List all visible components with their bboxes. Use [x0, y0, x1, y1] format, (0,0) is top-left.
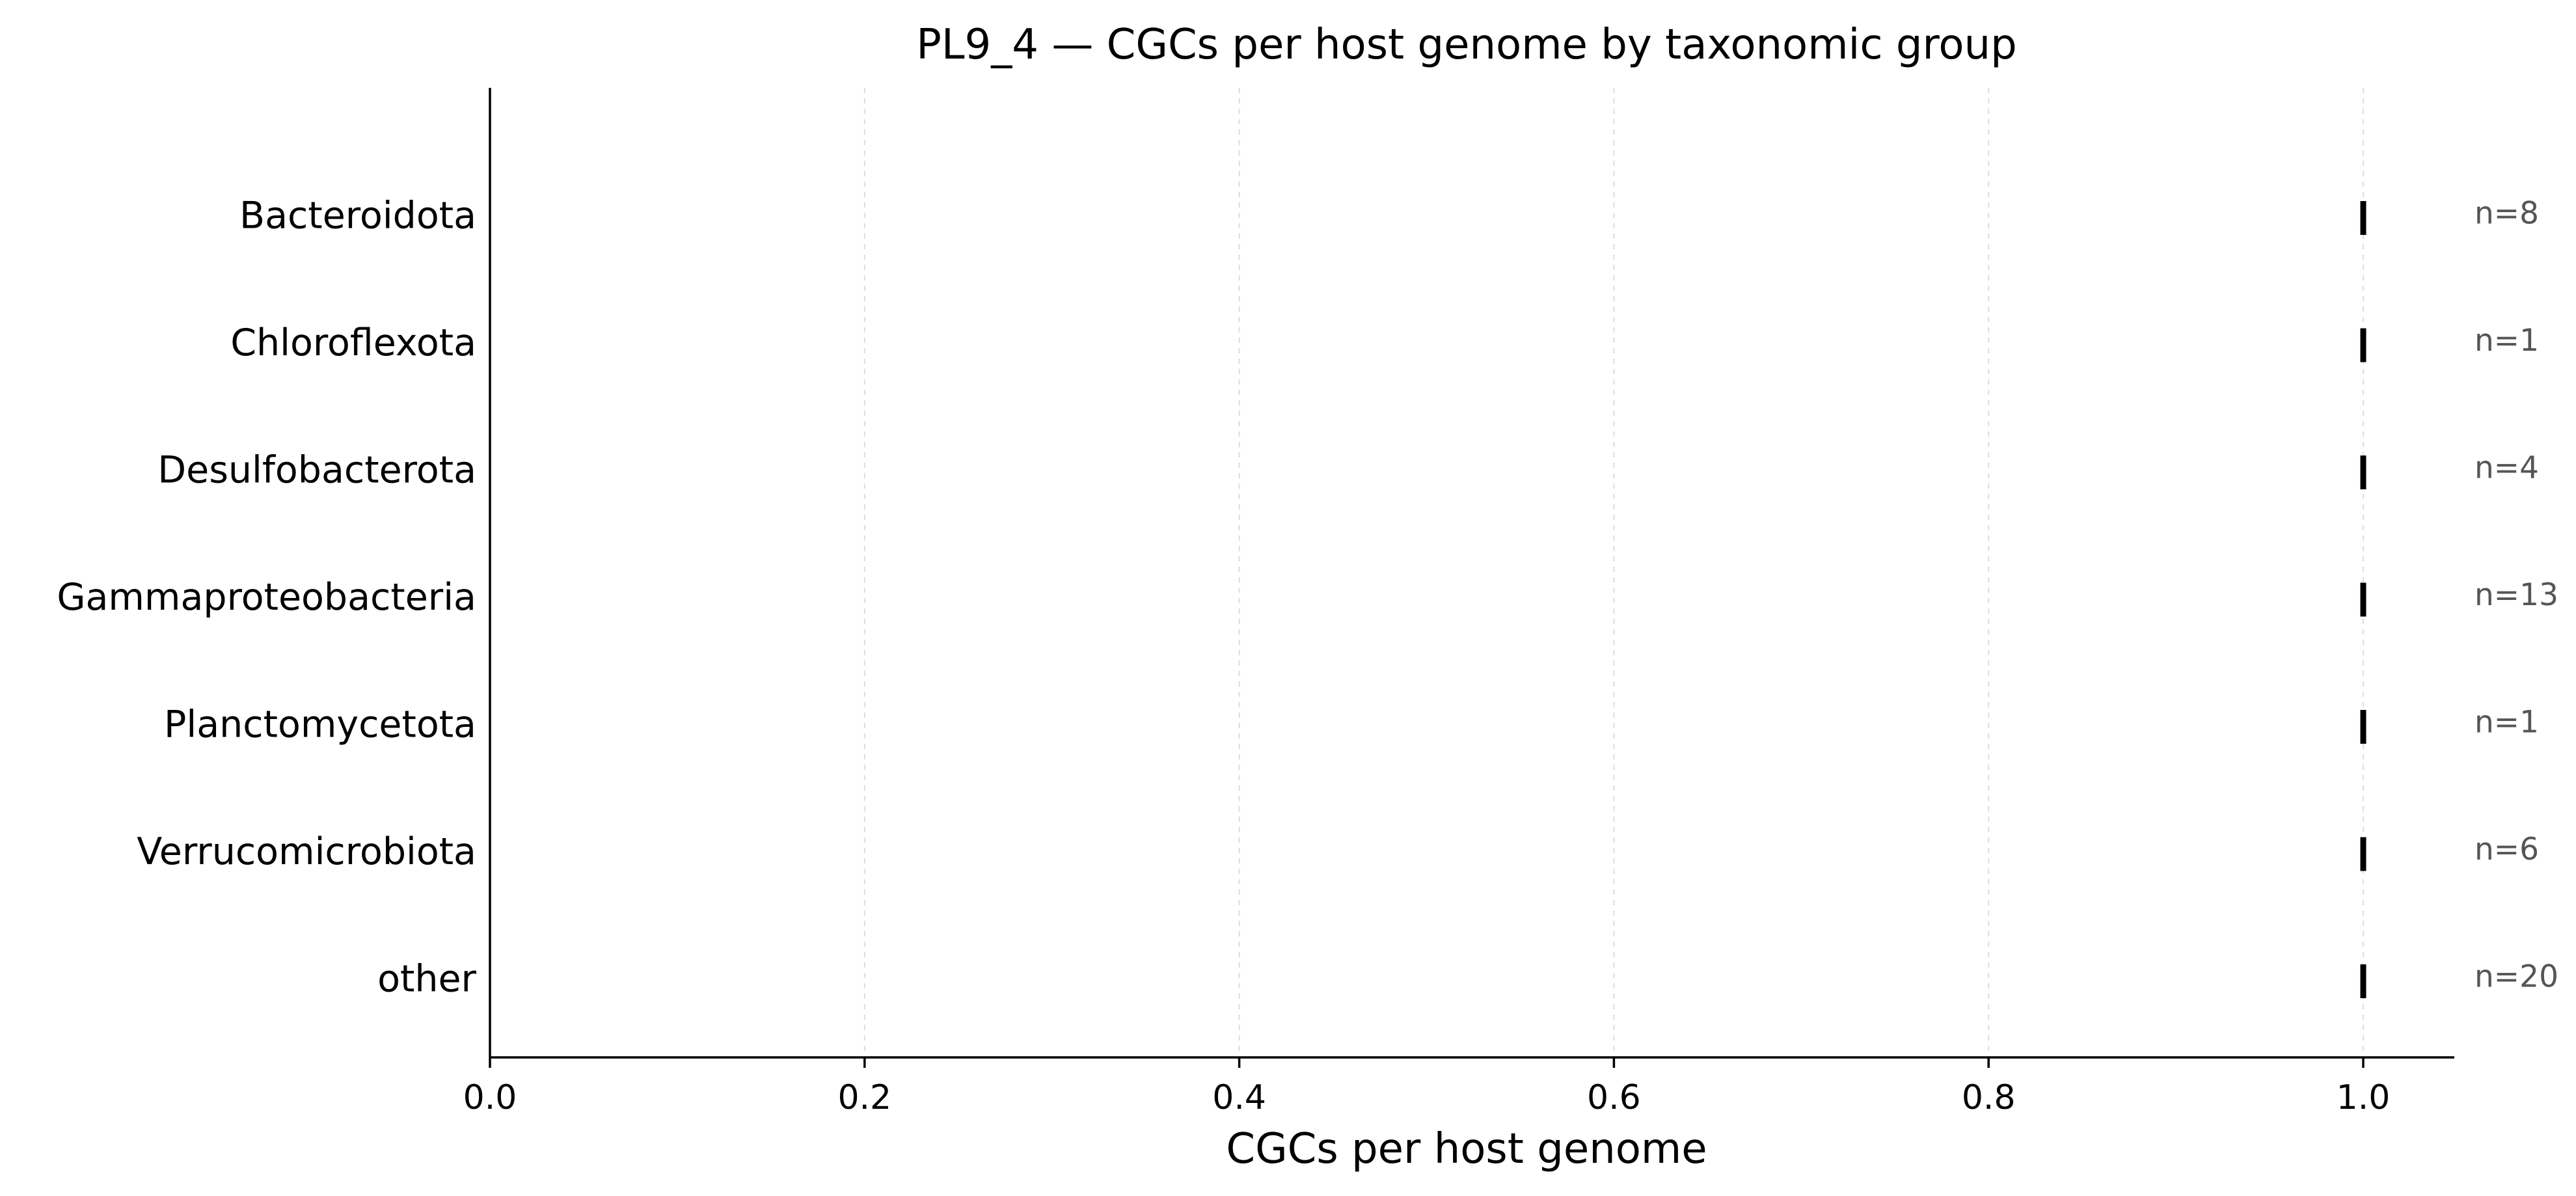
- category-label: Desulfobacterota: [157, 449, 476, 492]
- n-label: n=4: [2474, 450, 2539, 486]
- category-label: Bacteroidota: [239, 195, 476, 238]
- n-labels: n=8 n=1 n=4 n=13 n=1 n=6 n=20: [2474, 196, 2558, 995]
- category-label: other: [377, 958, 476, 1001]
- x-tick-label: 1.0: [2337, 1078, 2391, 1117]
- x-tick-label: 0.8: [1962, 1078, 2016, 1117]
- n-label: n=6: [2474, 832, 2539, 867]
- category-label: Planctomycetota: [164, 703, 476, 746]
- n-label: n=20: [2474, 959, 2558, 995]
- category-label: Gammaproteobacteria: [57, 576, 476, 619]
- n-label: n=8: [2474, 196, 2539, 232]
- x-tick-label: 0.0: [463, 1078, 517, 1117]
- n-label: n=13: [2474, 577, 2558, 613]
- category-label: Chloroflexota: [230, 321, 476, 364]
- category-labels: Bacteroidota Chloroflexota Desulfobacterot…: [57, 195, 476, 1001]
- x-axis-title: CGCs per host genome: [1226, 1125, 1707, 1173]
- chart-title: PL9_4 — CGCs per host genome by taxonomi…: [916, 21, 2016, 69]
- n-label: n=1: [2474, 323, 2539, 359]
- x-tick-label: 0.6: [1587, 1078, 1641, 1117]
- n-label: n=1: [2474, 705, 2539, 741]
- x-tick-label: 0.2: [837, 1078, 891, 1117]
- x-axis-ticks: 0.0 0.2 0.4 0.6 0.8 1.0: [463, 1057, 2391, 1117]
- category-label: Verrucomicrobiota: [137, 830, 476, 873]
- x-tick-label: 0.4: [1212, 1078, 1266, 1117]
